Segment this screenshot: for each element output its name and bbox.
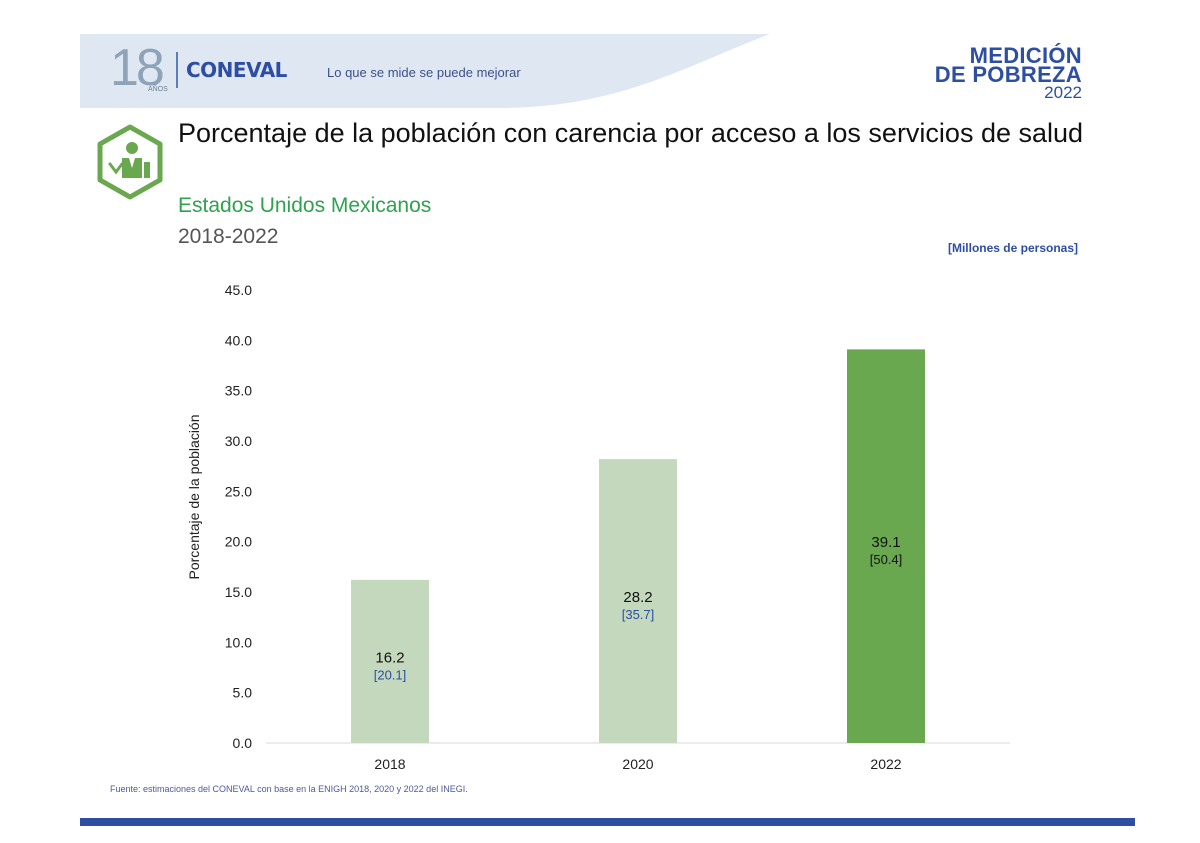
y-tick-label: 25.0 xyxy=(225,483,252,499)
x-axis-labels: 2018 2020 2022 xyxy=(374,756,901,772)
y-tick-label: 20.0 xyxy=(225,534,252,550)
bar-value-label: 16.2 xyxy=(375,649,404,666)
anniversary-years-sub: AÑOS xyxy=(148,86,168,93)
medicion-pobreza-logo: MEDICIÓN DE POBREZA 2022 xyxy=(934,43,1082,102)
x-tick-label: 2018 xyxy=(374,756,405,772)
y-tick-label: 30.0 xyxy=(225,433,252,449)
bar-millions-label: [20.1] xyxy=(374,667,407,682)
slogan: Lo que se mide se puede mejorar xyxy=(327,65,521,80)
source-note: Fuente: estimaciones del CONEVAL con bas… xyxy=(110,784,468,794)
coneval-logo: CONEVAL xyxy=(186,58,287,82)
medicion-logo-year: 2022 xyxy=(1044,83,1082,102)
medicion-logo-line2: DE POBREZA xyxy=(934,62,1082,87)
bar-value-label: 28.2 xyxy=(623,589,652,606)
health-services-hexagon-icon xyxy=(97,124,163,200)
anniversary-years: 18 xyxy=(110,39,165,97)
bar-millions-label: [50.4] xyxy=(870,552,903,567)
chart-title: Porcentaje de la población con carencia … xyxy=(178,118,1084,148)
y-axis-ticks: 0.0 5.0 10.0 15.0 20.0 25.0 30.0 35.0 40.0 45.0 xyxy=(225,282,252,751)
bar-2022 xyxy=(847,349,925,743)
footer-bar xyxy=(80,818,1135,826)
bar-value-label: 39.1 xyxy=(871,534,900,551)
chart-subtitle: Estados Unidos Mexicanos xyxy=(178,194,432,217)
y-tick-label: 0.0 xyxy=(233,735,253,751)
bar-2018 xyxy=(351,579,429,743)
header-banner xyxy=(80,34,770,108)
medicion-logo-line1: MEDICIÓN xyxy=(969,43,1082,68)
bar-2020 xyxy=(599,459,677,743)
x-tick-label: 2022 xyxy=(870,756,901,772)
units-note: [Millones de personas] xyxy=(947,241,1078,255)
bars: 16.2[20.1] 28.2[35.7] 39.1[50.4] xyxy=(351,349,925,743)
y-tick-label: 45.0 xyxy=(225,282,252,298)
y-tick-label: 10.0 xyxy=(225,634,252,650)
y-tick-label: 40.0 xyxy=(225,332,252,348)
x-tick-label: 2020 xyxy=(622,756,653,772)
anniversary-logo: 18 AÑOS xyxy=(110,39,168,98)
bar-millions-label: [35.7] xyxy=(622,607,655,622)
y-tick-label: 15.0 xyxy=(225,584,252,600)
y-tick-label: 5.0 xyxy=(233,685,253,701)
logo-divider xyxy=(176,52,178,88)
chart-period: 2018-2022 xyxy=(178,225,279,248)
y-tick-label: 35.0 xyxy=(225,383,252,399)
y-axis-label: Porcentaje de la población xyxy=(186,414,202,579)
